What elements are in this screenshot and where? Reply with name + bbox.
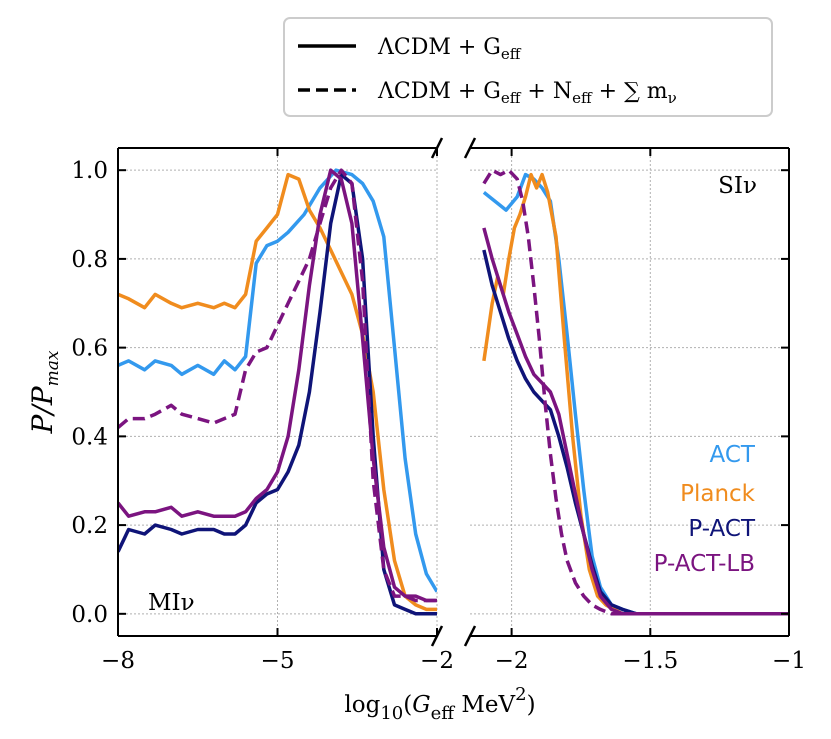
series-line-act-solid xyxy=(118,168,437,593)
panel-label: SIν xyxy=(718,173,757,199)
y-tick-label: 0.0 xyxy=(71,602,108,628)
legend-dashed-label: ΛCDM + Geff + Neff + ∑ mν xyxy=(377,79,677,107)
x-tick-label: −1.5 xyxy=(622,648,678,674)
dataset-label-p-act-lb: P-ACT-LB xyxy=(654,551,755,577)
x-tick-label: −2 xyxy=(495,648,529,674)
axis-break-mark xyxy=(430,137,444,159)
axis-break-mark xyxy=(463,625,477,647)
y-tick-label: 0.6 xyxy=(71,336,108,362)
axis-break-mark xyxy=(430,625,444,647)
x-tick-label: −5 xyxy=(261,648,295,674)
y-axis-label: P/Pmax xyxy=(26,350,63,434)
x-tick-label: −8 xyxy=(101,648,135,674)
legend-box xyxy=(283,17,773,117)
panel-mi-nu: 0.0 0.2 0.4 0.6 0.8 1.0 −8 −5 −2 MIν xyxy=(71,137,454,674)
y-tick-label: 0.2 xyxy=(71,513,108,539)
x-tick-label: −2 xyxy=(420,648,454,674)
series-line-p-act-lb-solid xyxy=(118,168,437,603)
legend: ΛCDM + Geff ΛCDM + Geff + Neff + ∑ mν xyxy=(283,17,773,117)
x-axis-label: log10(Geff MeV2) xyxy=(344,684,535,724)
dataset-label-act: ACT xyxy=(710,442,756,468)
y-tick-label: 0.8 xyxy=(71,247,108,273)
panel-si-nu: −2 −1.5 −1 SIν xyxy=(463,137,806,674)
series-line-p-act-lb-dashed xyxy=(118,168,437,603)
series-line-p-act-lb-dashed xyxy=(482,168,789,616)
dataset-label-planck: Planck xyxy=(680,481,756,507)
panel-label: MIν xyxy=(148,590,195,616)
y-tick-label: 1.0 xyxy=(71,158,108,184)
y-tick-label: 0.4 xyxy=(71,424,108,450)
axis-break-mark xyxy=(463,137,477,159)
series-line-planck-solid xyxy=(118,172,437,612)
x-tick-label: −1 xyxy=(772,648,806,674)
legend-solid-label: ΛCDM + Geff xyxy=(377,35,522,63)
dataset-labels: ACT Planck P-ACT P-ACT-LB xyxy=(654,442,756,577)
dataset-label-p-act: P-ACT xyxy=(688,516,756,542)
